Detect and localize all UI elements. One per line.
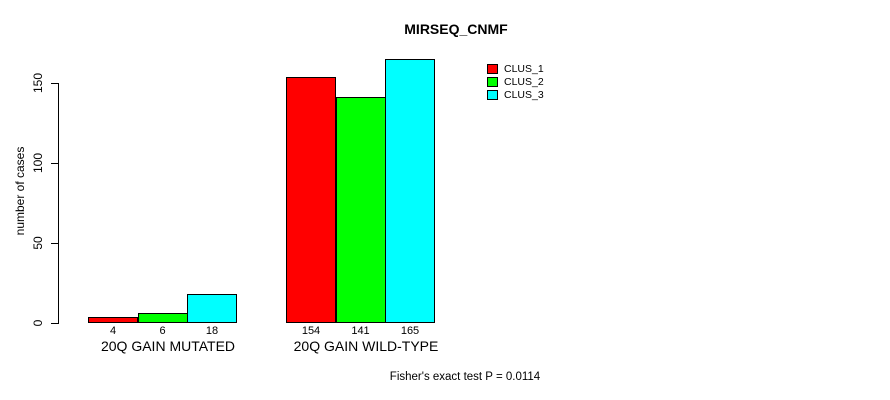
y-axis-tick-label: 50 bbox=[31, 236, 45, 250]
y-axis-line bbox=[58, 83, 59, 324]
bar-value-label: 141 bbox=[351, 325, 370, 337]
y-axis-title: number of cases bbox=[13, 146, 27, 236]
y-axis-tick bbox=[51, 163, 58, 164]
bar-value-label: 165 bbox=[400, 325, 420, 337]
bar-clus-3-20q-gain-wild-type bbox=[385, 59, 435, 323]
annotation-text: Fisher's exact test P = 0.0114 bbox=[389, 371, 541, 383]
legend-item-clus-1: CLUS_1 bbox=[487, 62, 544, 75]
legend-item-clus-3: CLUS_3 bbox=[487, 88, 544, 101]
y-axis-tick-label: 150 bbox=[31, 72, 45, 94]
chart-title: MIRSEQ_CNMF bbox=[404, 21, 508, 37]
bar-clus-2-20q-gain-wild-type bbox=[335, 97, 386, 323]
bar-clus-1-20q-gain-wild-type bbox=[286, 76, 336, 323]
y-axis-tick bbox=[51, 323, 58, 324]
legend-label-clus-2: CLUS_2 bbox=[504, 75, 544, 88]
bar-clus-1-20q-gain-mutated bbox=[88, 316, 138, 323]
y-axis-tick bbox=[51, 243, 58, 244]
legend-item-clus-2: CLUS_2 bbox=[487, 75, 544, 88]
legend-label-clus-1: CLUS_1 bbox=[504, 62, 544, 75]
category-label-20q-gain-wild-type: 20Q GAIN WILD-TYPE bbox=[293, 338, 439, 354]
legend-label-clus-3: CLUS_3 bbox=[504, 88, 544, 101]
bar-value-label: 6 bbox=[159, 325, 166, 337]
category-label-20q-gain-mutated: 20Q GAIN MUTATED bbox=[100, 338, 236, 354]
legend-swatch-clus-2 bbox=[487, 76, 498, 87]
bar-clus-3-20q-gain-mutated bbox=[187, 294, 237, 323]
y-axis-tick-label: 0 bbox=[31, 319, 45, 327]
bar-value-label: 4 bbox=[109, 325, 117, 337]
legend-swatch-clus-1 bbox=[487, 63, 498, 74]
legend: CLUS_1 CLUS_2 CLUS_3 bbox=[487, 62, 544, 101]
y-axis-tick-label: 100 bbox=[31, 152, 45, 174]
bar-clus-2-20q-gain-mutated bbox=[137, 313, 188, 323]
bar-value-label: 154 bbox=[301, 325, 321, 337]
y-axis-tick bbox=[51, 83, 58, 84]
bar-value-label: 18 bbox=[205, 325, 219, 337]
legend-swatch-clus-3 bbox=[487, 89, 498, 100]
